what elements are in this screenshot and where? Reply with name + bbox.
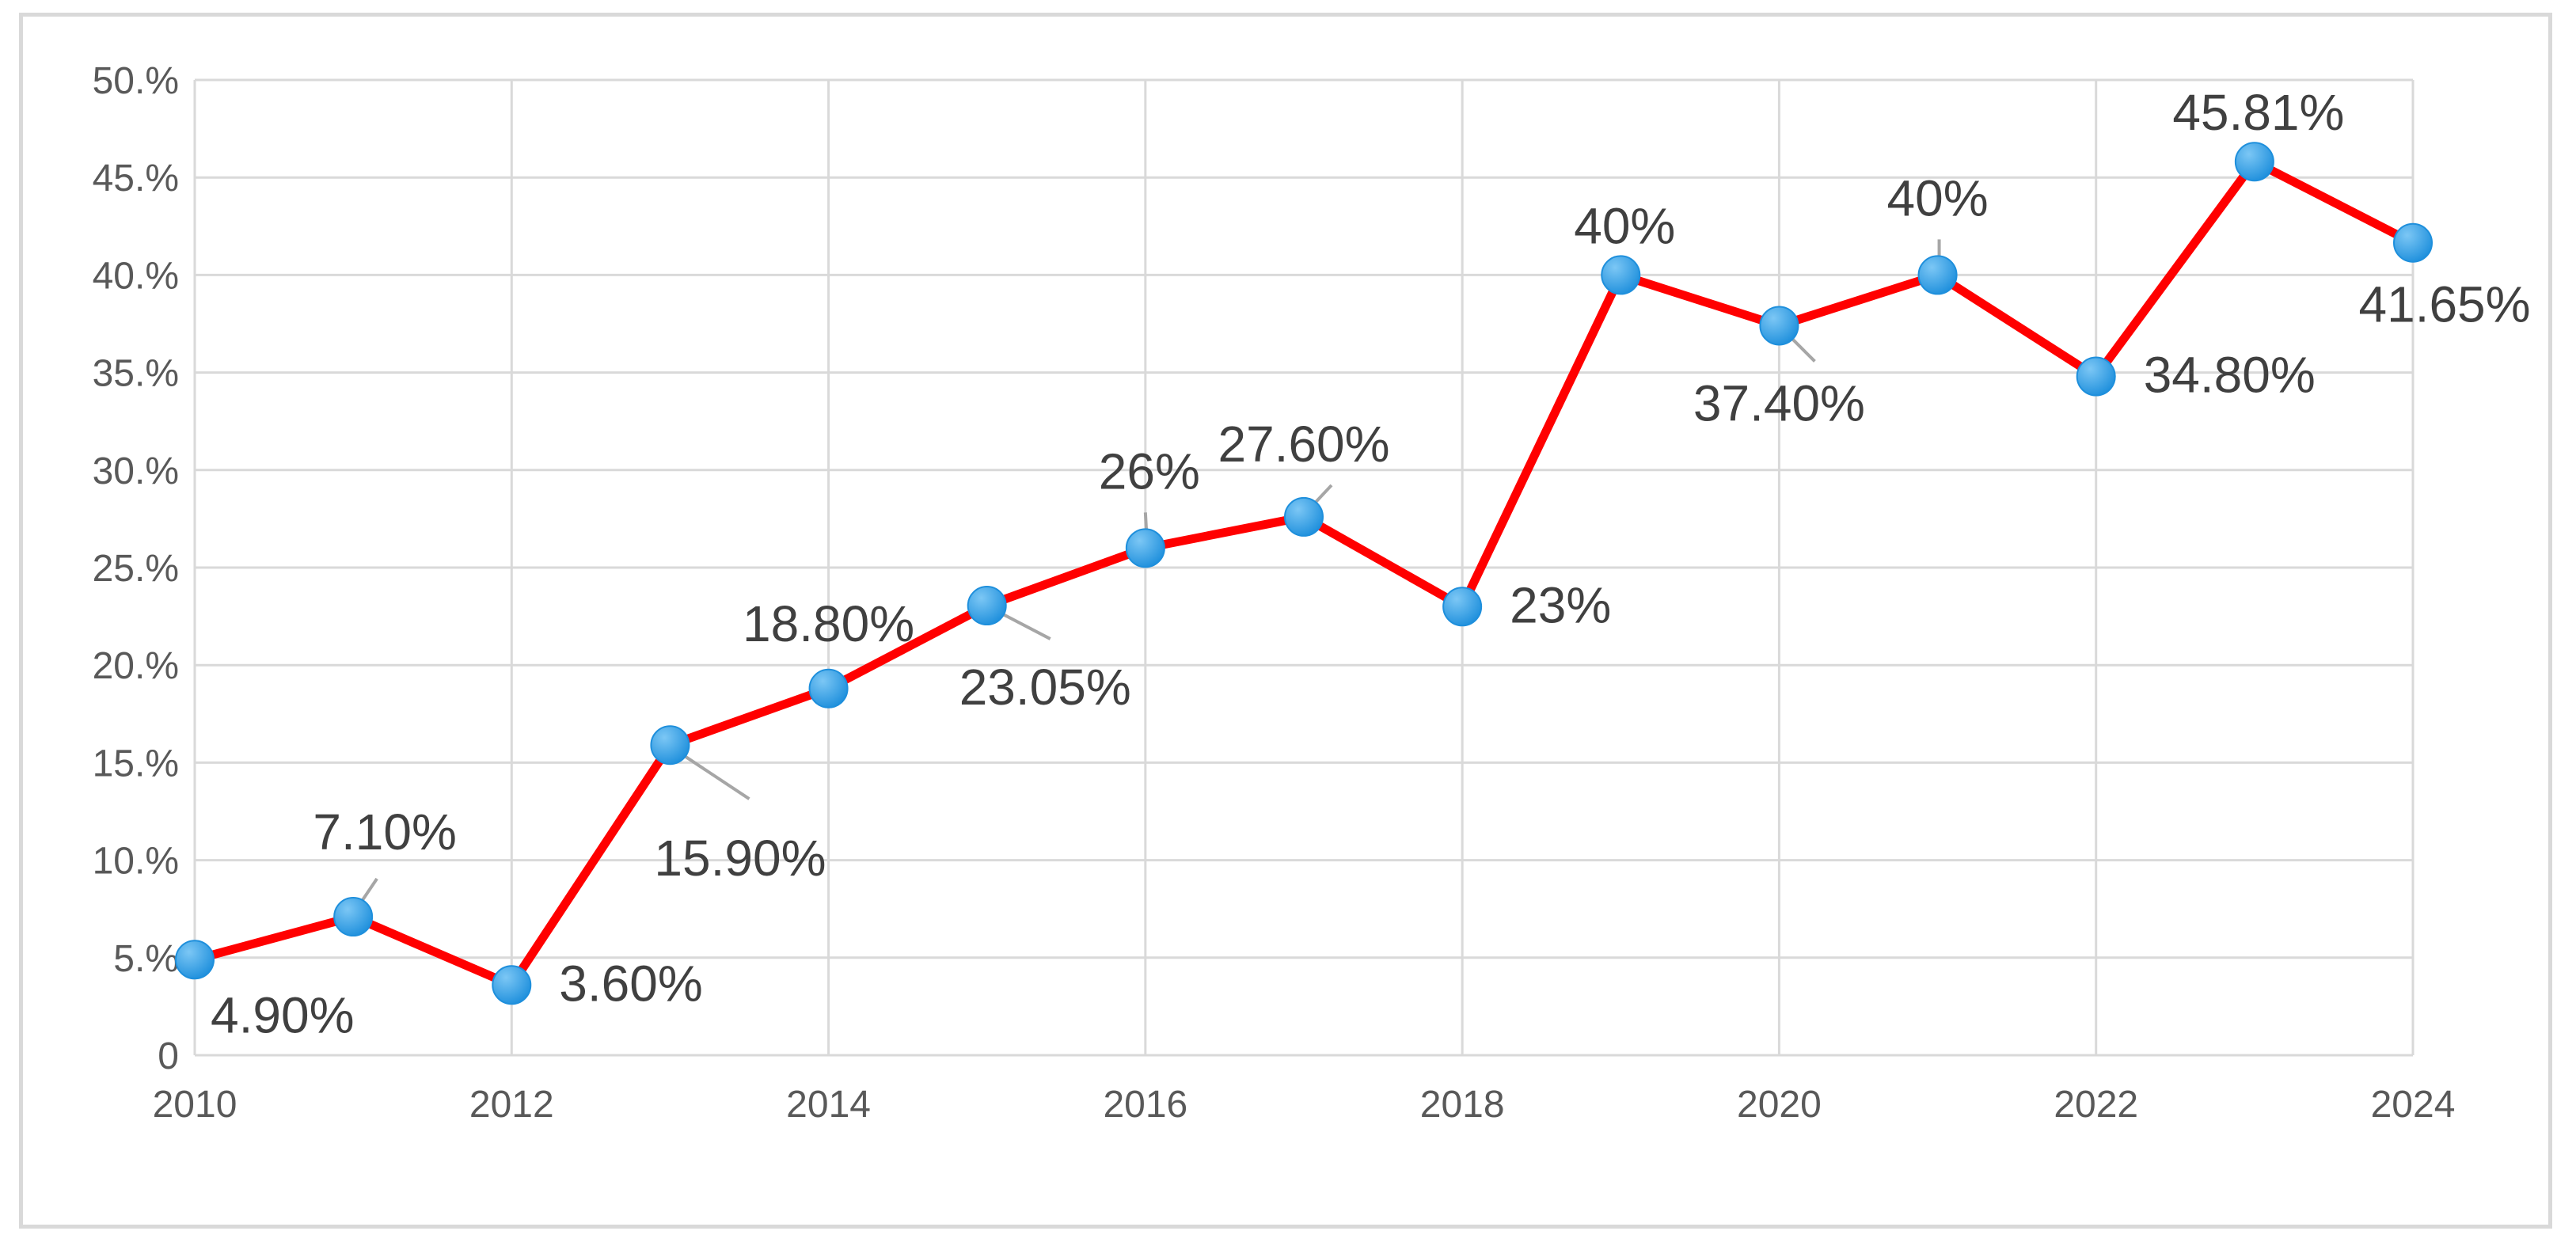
data-point-marker [492, 965, 532, 1005]
data-label: 23% [1510, 576, 1611, 633]
gridlines [193, 78, 2415, 1057]
data-labels: 4.90% 7.10% 3.60% 15.90% 18.80% 23.05% 26% 27.6… [211, 84, 2531, 1043]
data-label: 3.60% [559, 955, 702, 1012]
data-point-marker [333, 897, 374, 937]
data-label: 41.65% [2358, 276, 2530, 333]
x-tick-label: 2012 [469, 1084, 554, 1126]
x-tick-label: 2016 [1103, 1084, 1187, 1126]
data-label: 45.81% [2172, 84, 2344, 141]
data-label: 27.60% [1218, 416, 1389, 473]
data-point-marker [650, 725, 690, 765]
data-label: 7.10% [313, 803, 456, 860]
x-tick-label: 2014 [786, 1084, 871, 1126]
y-tick-label: 50.% [93, 60, 179, 102]
data-label: 40% [1887, 169, 1989, 226]
y-axis-tick-labels: 0 5.% 10.% 15.% 20.% 25.% 30.% 35.% 40.% 45.% 50.% [93, 60, 179, 1077]
data-point-marker [1917, 255, 1958, 295]
data-label: 26% [1099, 443, 1200, 500]
data-label: 40% [1574, 197, 1675, 254]
data-point-marker [1601, 255, 1641, 295]
data-point-marker [2234, 142, 2274, 182]
y-tick-label: 35.% [93, 353, 179, 395]
data-point-marker [1284, 496, 1324, 537]
y-tick-label: 45.% [93, 158, 179, 199]
y-tick-label: 25.% [93, 548, 179, 590]
data-point-marker [2393, 222, 2433, 263]
label-leader-line [673, 747, 750, 800]
x-tick-label: 2024 [2371, 1084, 2456, 1126]
data-label: 34.80% [2144, 347, 2316, 404]
data-point-marker [1125, 528, 1165, 568]
data-point-marker [1759, 306, 1799, 346]
data-label: 4.90% [211, 986, 354, 1043]
series-line-layer [190, 157, 2418, 990]
data-point-marker [1442, 587, 1483, 627]
x-tick-label: 2018 [1420, 1084, 1505, 1126]
y-tick-label: 10.% [93, 841, 179, 883]
data-label: 15.90% [654, 830, 826, 887]
x-tick-label: 2010 [153, 1084, 237, 1126]
x-tick-label: 2022 [2054, 1084, 2138, 1126]
y-tick-label: 40.% [93, 255, 179, 297]
data-point-marker [175, 940, 215, 980]
y-tick-label: 15.% [93, 743, 179, 784]
line-chart: 0 5.% 10.% 15.% 20.% 25.% 30.% 35.% 40.% 45.% 50.%… [93, 60, 2531, 1126]
x-tick-label: 2020 [1737, 1084, 1822, 1126]
series-line [190, 157, 2418, 990]
y-tick-label: 0 [158, 1035, 179, 1077]
data-point-marker [808, 668, 849, 708]
data-label: 18.80% [743, 595, 914, 652]
data-label: 37.40% [1693, 374, 1865, 431]
data-point-markers [175, 142, 2433, 1005]
data-point-marker [967, 586, 1007, 626]
y-tick-label: 30.% [93, 450, 179, 492]
data-label-leader-lines [354, 239, 1941, 912]
data-point-marker [2076, 356, 2116, 397]
chart-frame: 0 5.% 10.% 15.% 20.% 25.% 30.% 35.% 40.% 45.% 50.%… [19, 13, 2552, 1229]
data-label: 23.05% [959, 659, 1131, 716]
x-axis-tick-labels: 2010 2012 2014 2016 2018 2020 2022 2024 [153, 1084, 2456, 1126]
y-tick-label: 20.% [93, 645, 179, 687]
y-tick-label: 5.% [113, 938, 179, 980]
